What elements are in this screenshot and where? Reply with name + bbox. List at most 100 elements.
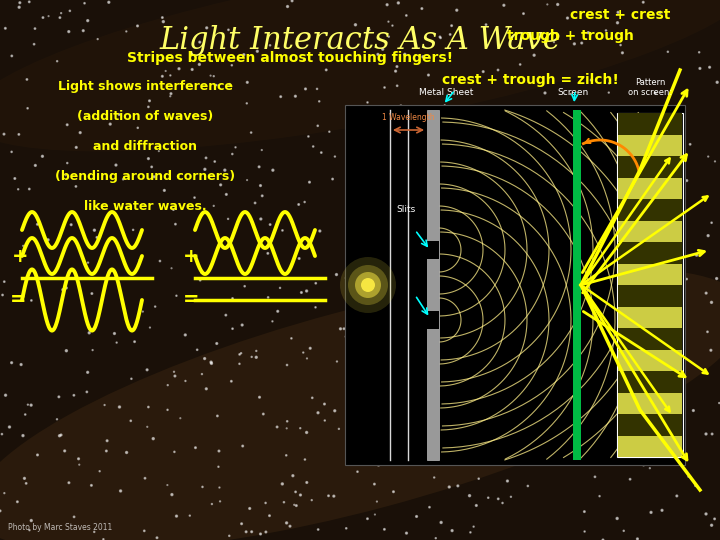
Point [673,133,685,142]
Point [658,445,670,454]
Point [637,0,649,6]
Point [385,291,397,300]
Point [629,222,641,231]
Point [528,293,540,302]
Point [706,521,717,530]
Point [24,526,35,535]
Point [516,244,527,253]
Point [208,72,220,80]
Point [510,416,522,425]
Point [612,18,624,27]
Point [449,370,461,379]
Point [656,506,667,515]
Point [307,142,319,151]
Point [237,442,248,450]
Point [693,48,705,57]
Point [255,530,266,538]
Point [404,213,415,222]
Text: Pattern
on screen:: Pattern on screen: [628,78,672,97]
Point [564,163,576,172]
Point [22,400,34,409]
Point [461,148,472,157]
Point [660,393,672,402]
Point [463,214,474,222]
Point [565,90,577,98]
Point [370,166,382,175]
Point [356,145,367,154]
Point [12,185,24,193]
Point [532,261,544,270]
Point [272,307,284,315]
Point [644,178,655,186]
Bar [618,113,682,134]
Point [199,354,210,363]
Point [225,377,237,386]
Point [294,424,306,433]
Text: Stripes between almost touching fingers!: Stripes between almost touching fingers! [127,51,453,65]
Point [255,181,266,190]
Point [406,405,418,414]
Point [220,190,232,199]
Point [20,479,32,488]
Point [487,415,499,424]
Point [73,455,84,463]
Point [222,214,234,223]
Point [511,425,523,434]
Point [84,328,95,337]
Point [603,79,615,87]
Bar [618,134,682,156]
Point [211,81,222,90]
Point [471,501,482,510]
Point [574,423,585,432]
Point [538,288,549,296]
Point [12,497,23,506]
Point [624,123,636,131]
Point [86,481,97,490]
Point [329,152,341,161]
Point [186,65,198,74]
Point [573,108,585,117]
Bar [618,220,682,242]
Point [387,21,398,30]
Point [204,71,216,80]
Point [158,186,170,195]
Point [24,0,35,6]
Point [211,339,222,348]
Point [403,175,415,184]
Point [522,482,534,490]
Point [241,78,253,86]
Point [408,185,419,193]
Point [623,234,634,243]
Point [578,266,590,275]
Point [276,480,288,488]
Point [597,536,608,540]
Circle shape [348,265,388,305]
Point [164,92,176,100]
Point [246,528,258,536]
Point [282,361,293,369]
Point [541,282,553,291]
Point [403,205,415,214]
Point [674,245,685,253]
Point [51,415,63,423]
Point [63,478,75,487]
Point [611,514,623,523]
Point [638,461,649,469]
Point [253,163,265,171]
Point [464,528,476,537]
Point [215,180,226,189]
Point [708,515,720,523]
Point [341,332,352,341]
Point [671,491,683,500]
Point [24,185,35,193]
Point [294,491,306,500]
Point [613,414,624,422]
Point [111,338,122,347]
Point [649,266,661,274]
Point [495,219,507,228]
Point [323,491,334,500]
Point [114,403,125,411]
Point [703,152,714,161]
Point [662,247,673,255]
Point [70,182,81,191]
